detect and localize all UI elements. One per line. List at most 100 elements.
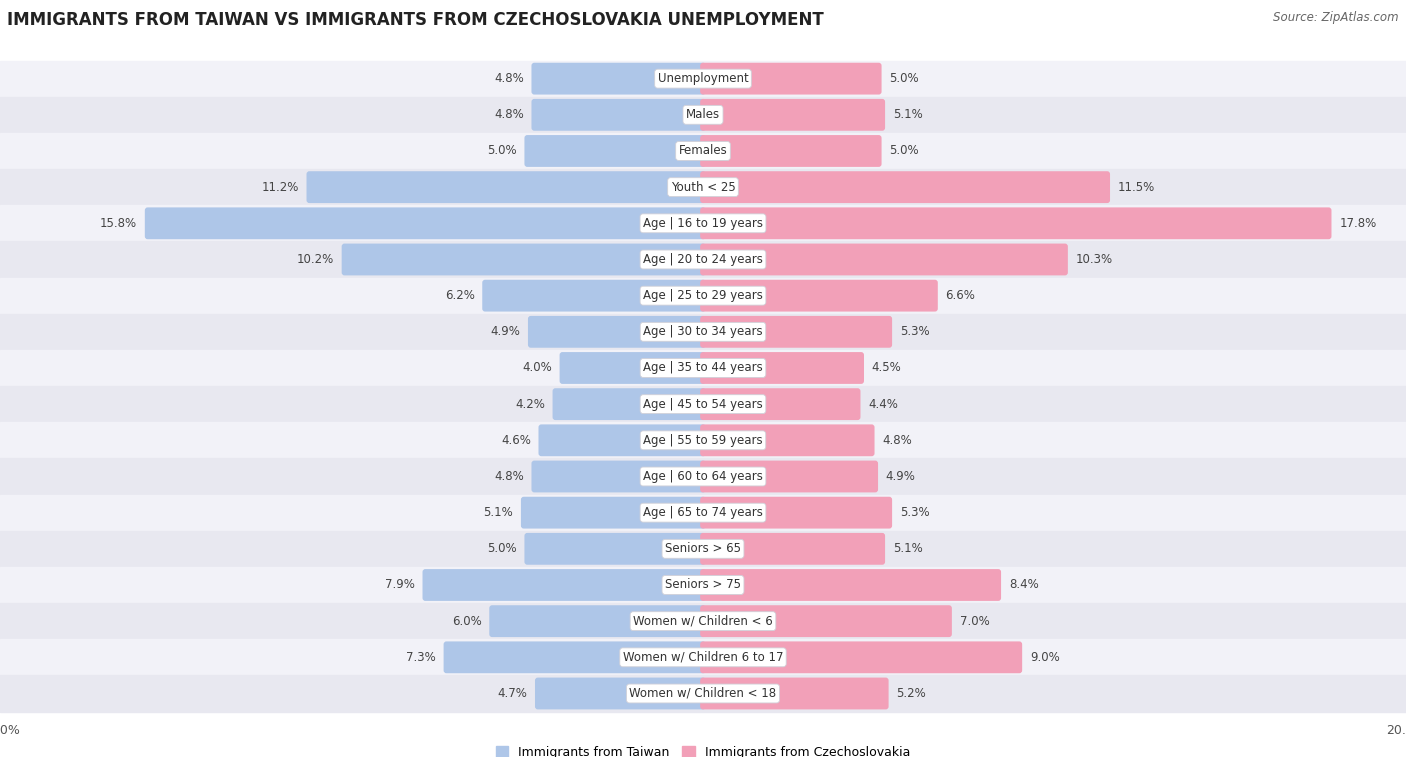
FancyBboxPatch shape: [560, 352, 706, 384]
Bar: [0, 386, 1406, 422]
Text: 5.0%: 5.0%: [486, 145, 517, 157]
Text: Seniors > 75: Seniors > 75: [665, 578, 741, 591]
FancyBboxPatch shape: [700, 606, 952, 637]
Text: 4.8%: 4.8%: [494, 108, 524, 121]
Bar: [0, 313, 1406, 350]
Text: 15.8%: 15.8%: [100, 217, 136, 230]
Text: 5.2%: 5.2%: [897, 687, 927, 700]
FancyBboxPatch shape: [307, 171, 706, 203]
Text: Women w/ Children 6 to 17: Women w/ Children 6 to 17: [623, 651, 783, 664]
Text: Youth < 25: Youth < 25: [671, 181, 735, 194]
FancyBboxPatch shape: [700, 533, 886, 565]
Bar: [0, 133, 1406, 169]
Text: 11.2%: 11.2%: [262, 181, 299, 194]
Bar: [0, 61, 1406, 97]
Text: 9.0%: 9.0%: [1029, 651, 1060, 664]
Bar: [0, 567, 1406, 603]
Text: 20.0%: 20.0%: [1386, 724, 1406, 737]
Text: 4.9%: 4.9%: [491, 326, 520, 338]
Text: 5.3%: 5.3%: [900, 506, 929, 519]
FancyBboxPatch shape: [700, 425, 875, 456]
FancyBboxPatch shape: [538, 425, 706, 456]
Text: 10.2%: 10.2%: [297, 253, 335, 266]
Text: 4.8%: 4.8%: [883, 434, 912, 447]
Text: Age | 20 to 24 years: Age | 20 to 24 years: [643, 253, 763, 266]
Text: 4.5%: 4.5%: [872, 362, 901, 375]
Text: IMMIGRANTS FROM TAIWAN VS IMMIGRANTS FROM CZECHOSLOVAKIA UNEMPLOYMENT: IMMIGRANTS FROM TAIWAN VS IMMIGRANTS FRO…: [7, 11, 824, 30]
Text: 4.8%: 4.8%: [494, 72, 524, 85]
Bar: [0, 531, 1406, 567]
Text: 6.6%: 6.6%: [945, 289, 976, 302]
FancyBboxPatch shape: [520, 497, 706, 528]
FancyBboxPatch shape: [700, 352, 863, 384]
Text: Age | 60 to 64 years: Age | 60 to 64 years: [643, 470, 763, 483]
Bar: [0, 97, 1406, 133]
Text: Males: Males: [686, 108, 720, 121]
Text: 5.0%: 5.0%: [889, 72, 920, 85]
FancyBboxPatch shape: [700, 171, 1111, 203]
FancyBboxPatch shape: [489, 606, 706, 637]
Text: 7.0%: 7.0%: [960, 615, 990, 628]
FancyBboxPatch shape: [700, 99, 886, 131]
FancyBboxPatch shape: [700, 207, 1331, 239]
Bar: [0, 205, 1406, 241]
FancyBboxPatch shape: [700, 244, 1069, 276]
Bar: [0, 675, 1406, 712]
FancyBboxPatch shape: [524, 135, 706, 167]
FancyBboxPatch shape: [482, 280, 706, 312]
Text: 4.4%: 4.4%: [869, 397, 898, 410]
FancyBboxPatch shape: [700, 63, 882, 95]
FancyBboxPatch shape: [700, 316, 893, 347]
FancyBboxPatch shape: [553, 388, 706, 420]
Text: 7.9%: 7.9%: [385, 578, 415, 591]
Bar: [0, 350, 1406, 386]
Text: Age | 35 to 44 years: Age | 35 to 44 years: [643, 362, 763, 375]
Text: Source: ZipAtlas.com: Source: ZipAtlas.com: [1274, 11, 1399, 24]
Text: 5.1%: 5.1%: [893, 542, 922, 556]
FancyBboxPatch shape: [342, 244, 706, 276]
Text: 6.2%: 6.2%: [444, 289, 475, 302]
Bar: [0, 494, 1406, 531]
Text: 5.0%: 5.0%: [889, 145, 920, 157]
Text: 4.9%: 4.9%: [886, 470, 915, 483]
FancyBboxPatch shape: [700, 641, 1022, 673]
FancyBboxPatch shape: [700, 460, 877, 492]
Text: 10.3%: 10.3%: [1076, 253, 1112, 266]
Text: 17.8%: 17.8%: [1340, 217, 1376, 230]
Text: 4.8%: 4.8%: [494, 470, 524, 483]
FancyBboxPatch shape: [531, 99, 706, 131]
Text: 11.5%: 11.5%: [1118, 181, 1154, 194]
FancyBboxPatch shape: [700, 569, 1001, 601]
Text: 5.3%: 5.3%: [900, 326, 929, 338]
Bar: [0, 639, 1406, 675]
FancyBboxPatch shape: [531, 460, 706, 492]
FancyBboxPatch shape: [700, 280, 938, 312]
Text: Unemployment: Unemployment: [658, 72, 748, 85]
FancyBboxPatch shape: [145, 207, 706, 239]
FancyBboxPatch shape: [700, 135, 882, 167]
Bar: [0, 241, 1406, 278]
FancyBboxPatch shape: [524, 533, 706, 565]
Bar: [0, 603, 1406, 639]
Text: Age | 25 to 29 years: Age | 25 to 29 years: [643, 289, 763, 302]
Text: Age | 65 to 74 years: Age | 65 to 74 years: [643, 506, 763, 519]
Legend: Immigrants from Taiwan, Immigrants from Czechoslovakia: Immigrants from Taiwan, Immigrants from …: [491, 741, 915, 757]
FancyBboxPatch shape: [700, 678, 889, 709]
Text: 8.4%: 8.4%: [1010, 578, 1039, 591]
FancyBboxPatch shape: [529, 316, 706, 347]
Text: 7.3%: 7.3%: [406, 651, 436, 664]
Bar: [0, 278, 1406, 313]
Bar: [0, 422, 1406, 459]
Text: Age | 16 to 19 years: Age | 16 to 19 years: [643, 217, 763, 230]
FancyBboxPatch shape: [700, 388, 860, 420]
Text: Women w/ Children < 6: Women w/ Children < 6: [633, 615, 773, 628]
FancyBboxPatch shape: [700, 497, 893, 528]
Text: 6.0%: 6.0%: [451, 615, 481, 628]
Text: 5.0%: 5.0%: [486, 542, 517, 556]
Text: Women w/ Children < 18: Women w/ Children < 18: [630, 687, 776, 700]
Text: Age | 45 to 54 years: Age | 45 to 54 years: [643, 397, 763, 410]
Text: 5.1%: 5.1%: [893, 108, 922, 121]
Text: 5.1%: 5.1%: [484, 506, 513, 519]
Text: 20.0%: 20.0%: [0, 724, 20, 737]
Text: Females: Females: [679, 145, 727, 157]
